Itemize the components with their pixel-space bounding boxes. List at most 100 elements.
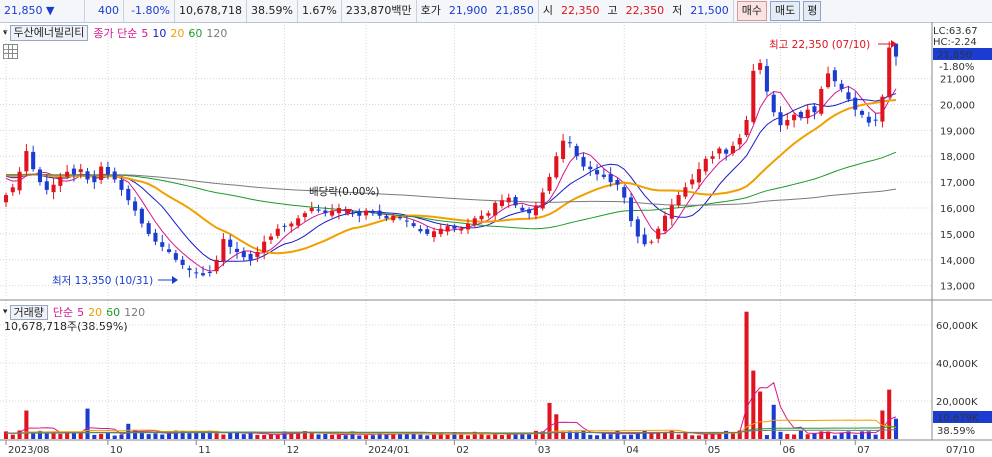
- candle-body: [622, 187, 627, 198]
- volume-bar: [601, 433, 606, 439]
- volume-bar: [153, 433, 158, 439]
- candle-body: [126, 188, 131, 201]
- candle-body: [139, 208, 144, 224]
- volume-bar: [798, 430, 803, 439]
- candle-body: [520, 207, 525, 211]
- volume-bar: [893, 418, 899, 439]
- candle-body: [798, 112, 803, 118]
- collapse-icon[interactable]: ▾: [3, 307, 8, 317]
- volume-bar: [805, 434, 810, 439]
- volume-bar: [343, 435, 348, 439]
- vma-120: 120: [124, 305, 146, 319]
- candle-body: [479, 215, 484, 220]
- candle-body: [207, 272, 212, 274]
- candle-body: [513, 197, 518, 206]
- volume-bar: [581, 430, 586, 439]
- volume-bar: [527, 433, 532, 439]
- volume-bar: [357, 435, 362, 439]
- volume-bar: [812, 433, 817, 439]
- volume-bar: [656, 432, 661, 439]
- candle-body: [683, 187, 688, 197]
- candle-body: [805, 109, 810, 119]
- candle-body: [452, 225, 457, 229]
- ask: 21,850: [491, 0, 539, 22]
- volume-bar: [649, 433, 654, 439]
- volume-bar: [588, 434, 593, 439]
- stock-name[interactable]: 두산에너빌리티: [9, 25, 89, 41]
- volume-bar: [99, 433, 104, 439]
- candle-body: [853, 97, 858, 110]
- candle-body: [418, 228, 423, 232]
- grid-icon[interactable]: [3, 44, 18, 59]
- sell-button[interactable]: 매도: [770, 1, 801, 21]
- candle-body: [133, 201, 138, 211]
- candle-body: [65, 171, 70, 177]
- volume-bar: [391, 433, 396, 439]
- volume-bar: [126, 423, 131, 439]
- candle-body: [669, 205, 674, 219]
- candle-body: [751, 70, 756, 122]
- candle-body: [601, 174, 606, 177]
- candle-body: [445, 226, 450, 232]
- candle-body: [85, 171, 90, 180]
- volume-bar: [764, 435, 769, 439]
- volume-bar: [853, 434, 858, 439]
- high-annotation: 최고 22,350 (07/10): [769, 39, 870, 51]
- candle-body: [567, 142, 572, 144]
- ma-10: 10: [152, 26, 167, 40]
- candle-body: [459, 228, 464, 231]
- collapse-icon[interactable]: ▾: [3, 28, 8, 38]
- volume-bar: [37, 430, 43, 439]
- volume-bar: [241, 434, 246, 439]
- volume-bar: [78, 432, 83, 439]
- eval-button[interactable]: 평: [803, 1, 822, 21]
- low: 21,500: [686, 0, 734, 22]
- candle-body: [676, 195, 681, 206]
- buy-button[interactable]: 매수: [736, 1, 767, 21]
- vma-20: 20: [88, 305, 103, 319]
- price-tick-label: 21,000: [940, 75, 975, 86]
- vol-box-text: 10,679K: [937, 413, 979, 424]
- volume-ma-20-line: [5, 419, 897, 435]
- ma-60-line: [5, 151, 897, 230]
- candle-body: [656, 228, 661, 239]
- candle-body: [391, 215, 396, 221]
- candle-body: [499, 200, 504, 206]
- ma-10-line: [5, 93, 897, 263]
- candle-body: [465, 223, 471, 230]
- volume-bar: [866, 431, 871, 439]
- candle-body: [764, 66, 769, 92]
- volume-bar: [730, 433, 735, 439]
- volume-bar: [540, 431, 545, 439]
- volume-bar: [119, 434, 124, 439]
- volume-bar: [561, 431, 566, 439]
- volume-bar: [364, 435, 369, 439]
- candle-body: [71, 168, 76, 175]
- ma-60: 60: [188, 26, 203, 40]
- candle-body: [24, 151, 29, 172]
- volume-bar: [92, 434, 97, 439]
- time-tick-label: 2024/01: [368, 445, 410, 456]
- pct2: 1.67%: [298, 0, 342, 22]
- volume-title[interactable]: 거래량: [9, 304, 48, 320]
- candle-body: [309, 208, 314, 212]
- volume-bar: [24, 410, 29, 439]
- volume-bar: [31, 433, 36, 439]
- volume-bar: [58, 433, 63, 439]
- candle-body: [350, 213, 355, 215]
- price-tick-label: 20,000: [940, 100, 975, 111]
- volume-bar: [173, 430, 178, 439]
- volume-bar: [465, 435, 471, 439]
- candle-body: [302, 213, 307, 218]
- ma-20: 20: [170, 26, 185, 40]
- volume-tick-label: 60,000K: [936, 321, 978, 332]
- volume-bar: [234, 431, 240, 439]
- volume-bar: [859, 431, 865, 439]
- candle-body: [357, 211, 362, 216]
- candle-body: [248, 253, 253, 260]
- volume-bar: [425, 435, 430, 439]
- volume-bar: [411, 432, 416, 439]
- candle-body: [411, 223, 416, 227]
- candle-body: [268, 236, 273, 240]
